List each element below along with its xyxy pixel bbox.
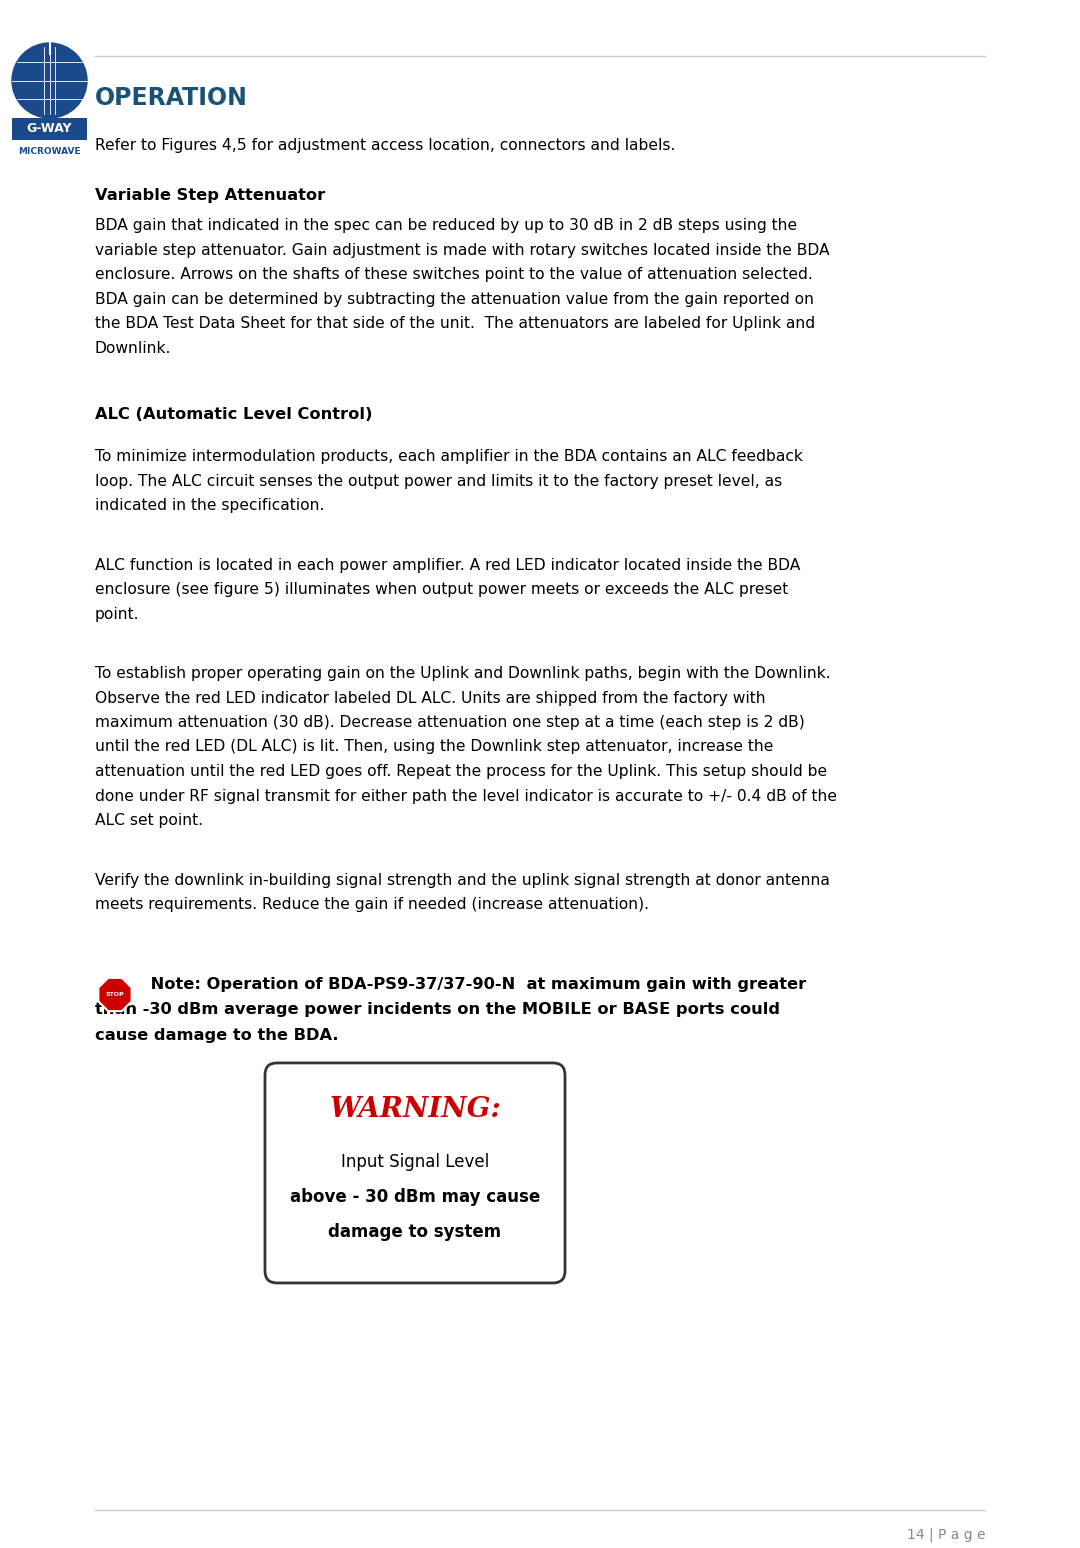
Text: enclosure (see figure 5) illuminates when output power meets or exceeds the ALC : enclosure (see figure 5) illuminates whe…: [95, 582, 788, 598]
Text: To minimize intermodulation products, each amplifier in the BDA contains an ALC : To minimize intermodulation products, ea…: [95, 449, 802, 464]
Text: damage to system: damage to system: [328, 1223, 501, 1241]
Text: Input Signal Level: Input Signal Level: [341, 1153, 489, 1170]
Text: Observe the red LED indicator labeled DL ALC. Units are shipped from the factory: Observe the red LED indicator labeled DL…: [95, 690, 766, 706]
Text: MICROWAVE: MICROWAVE: [18, 147, 81, 155]
Text: loop. The ALC circuit senses the output power and limits it to the factory prese: loop. The ALC circuit senses the output …: [95, 474, 782, 489]
Text: until the red LED (DL ALC) is lit. Then, using the Downlink step attenuator, inc: until the red LED (DL ALC) is lit. Then,…: [95, 740, 773, 754]
Text: Downlink.: Downlink.: [95, 341, 172, 356]
Text: Refer to Figures 4,5 for adjustment access location, connectors and labels.: Refer to Figures 4,5 for adjustment acce…: [95, 138, 675, 153]
Text: OPERATION: OPERATION: [95, 87, 248, 110]
Text: To establish proper operating gain on the Uplink and Downlink paths, begin with : To establish proper operating gain on th…: [95, 666, 831, 681]
Text: than -30 dBm average power incidents on the MOBILE or BASE ports could: than -30 dBm average power incidents on …: [95, 1002, 780, 1017]
Text: ALC function is located in each power amplifier. A red LED indicator located ins: ALC function is located in each power am…: [95, 557, 800, 573]
Text: point.: point.: [95, 607, 139, 621]
Text: Verify the downlink in-building signal strength and the uplink signal strength a: Verify the downlink in-building signal s…: [95, 873, 829, 887]
Text: Note: Operation of BDA-PS9-37/37-90-N  at maximum gain with greater: Note: Operation of BDA-PS9-37/37-90-N at…: [145, 977, 807, 992]
Text: WARNING:: WARNING:: [329, 1096, 501, 1122]
FancyBboxPatch shape: [12, 118, 87, 139]
Text: above - 30 dBm may cause: above - 30 dBm may cause: [289, 1187, 540, 1206]
Text: indicated in the specification.: indicated in the specification.: [95, 498, 324, 512]
Text: STOP: STOP: [106, 992, 124, 997]
Text: 14 | P a g e: 14 | P a g e: [906, 1528, 985, 1542]
Text: attenuation until the red LED goes off. Repeat the process for the Uplink. This : attenuation until the red LED goes off. …: [95, 765, 827, 779]
Text: variable step attenuator. Gain adjustment is made with rotary switches located i: variable step attenuator. Gain adjustmen…: [95, 243, 829, 257]
FancyBboxPatch shape: [265, 1063, 565, 1283]
Text: Variable Step Attenuator: Variable Step Attenuator: [95, 187, 325, 203]
Text: done under RF signal transmit for either path the level indicator is accurate to: done under RF signal transmit for either…: [95, 788, 837, 803]
Text: meets requirements. Reduce the gain if needed (increase attenuation).: meets requirements. Reduce the gain if n…: [95, 896, 649, 912]
Polygon shape: [98, 978, 132, 1011]
Text: the BDA Test Data Sheet for that side of the unit.  The attenuators are labeled : the BDA Test Data Sheet for that side of…: [95, 316, 815, 331]
Text: ALC (Automatic Level Control): ALC (Automatic Level Control): [95, 407, 373, 423]
Circle shape: [12, 43, 87, 118]
Text: maximum attenuation (30 dB). Decrease attenuation one step at a time (each step : maximum attenuation (30 dB). Decrease at…: [95, 715, 805, 731]
Text: G-WAY: G-WAY: [27, 122, 72, 136]
Text: cause damage to the BDA.: cause damage to the BDA.: [95, 1028, 338, 1043]
Text: ALC set point.: ALC set point.: [95, 813, 203, 828]
Text: BDA gain can be determined by subtracting the attenuation value from the gain re: BDA gain can be determined by subtractin…: [95, 291, 814, 307]
Text: BDA gain that indicated in the spec can be reduced by up to 30 dB in 2 dB steps : BDA gain that indicated in the spec can …: [95, 218, 797, 234]
Text: enclosure. Arrows on the shafts of these switches point to the value of attenuat: enclosure. Arrows on the shafts of these…: [95, 266, 813, 282]
